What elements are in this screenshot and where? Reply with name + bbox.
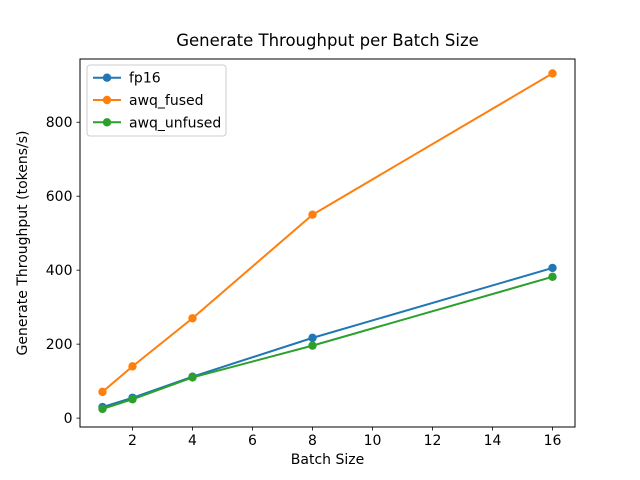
y-axis-label: Generate Throughput (tokens/s) (15, 131, 31, 356)
x-tick-label: 12 (424, 433, 442, 449)
x-tick-label: 6 (248, 433, 257, 449)
legend-entry-awq_fused: awq_fused (93, 93, 204, 109)
x-axis-label: Batch Size (291, 452, 364, 468)
y-tick-label: 800 (46, 115, 73, 131)
legend-entry-fp16: fp16 (93, 71, 161, 87)
legend-marker (102, 73, 112, 82)
chart-title: Generate Throughput per Batch Size (176, 31, 479, 50)
data-point-awq_unfused (128, 395, 137, 404)
legend-label: fp16 (129, 71, 161, 87)
legend: fp16 awq_fused awq_unfused (86, 64, 227, 137)
data-point-awq_fused (548, 69, 557, 78)
data-point-fp16 (548, 263, 557, 273)
x-tick-label: 14 (484, 433, 502, 449)
legend-marker (102, 118, 112, 127)
x-tick-label: 2 (128, 433, 137, 449)
data-point-awq_fused (128, 362, 137, 371)
legend-label: awq_unfused (129, 115, 221, 131)
data-point-awq_fused (98, 387, 107, 397)
y-tick-label: 400 (46, 263, 73, 279)
legend-marker (102, 95, 112, 105)
legend-label: awq_fused (129, 93, 204, 109)
plot-area-border (79, 58, 576, 428)
data-series (98, 69, 557, 414)
y-tick-label: 200 (46, 337, 73, 353)
y-tick-label: 600 (46, 189, 73, 205)
series-awq_unfused (98, 272, 557, 414)
x-tick-label: 16 (544, 433, 562, 449)
data-point-awq_fused (308, 210, 317, 219)
data-point-awq_unfused (188, 373, 197, 382)
x-tick-label: 4 (188, 433, 197, 449)
x-tick-label: 10 (364, 433, 382, 449)
x-tick-label: 8 (308, 433, 317, 449)
data-point-awq_unfused (548, 272, 557, 282)
data-point-awq_unfused (308, 341, 317, 350)
series-awq_fused (98, 69, 557, 397)
data-point-fp16 (308, 333, 317, 343)
y-tick-label: 0 (64, 411, 73, 427)
data-point-awq_unfused (98, 404, 107, 414)
data-point-awq_fused (188, 314, 197, 323)
legend-entry-awq_unfused: awq_unfused (93, 115, 221, 131)
axis-ticks: 2 4 6 8 10 12 14 16 0 200 400 600 800 (46, 115, 562, 449)
legend-box (86, 64, 227, 137)
series-line-awq_unfused (102, 275, 553, 410)
